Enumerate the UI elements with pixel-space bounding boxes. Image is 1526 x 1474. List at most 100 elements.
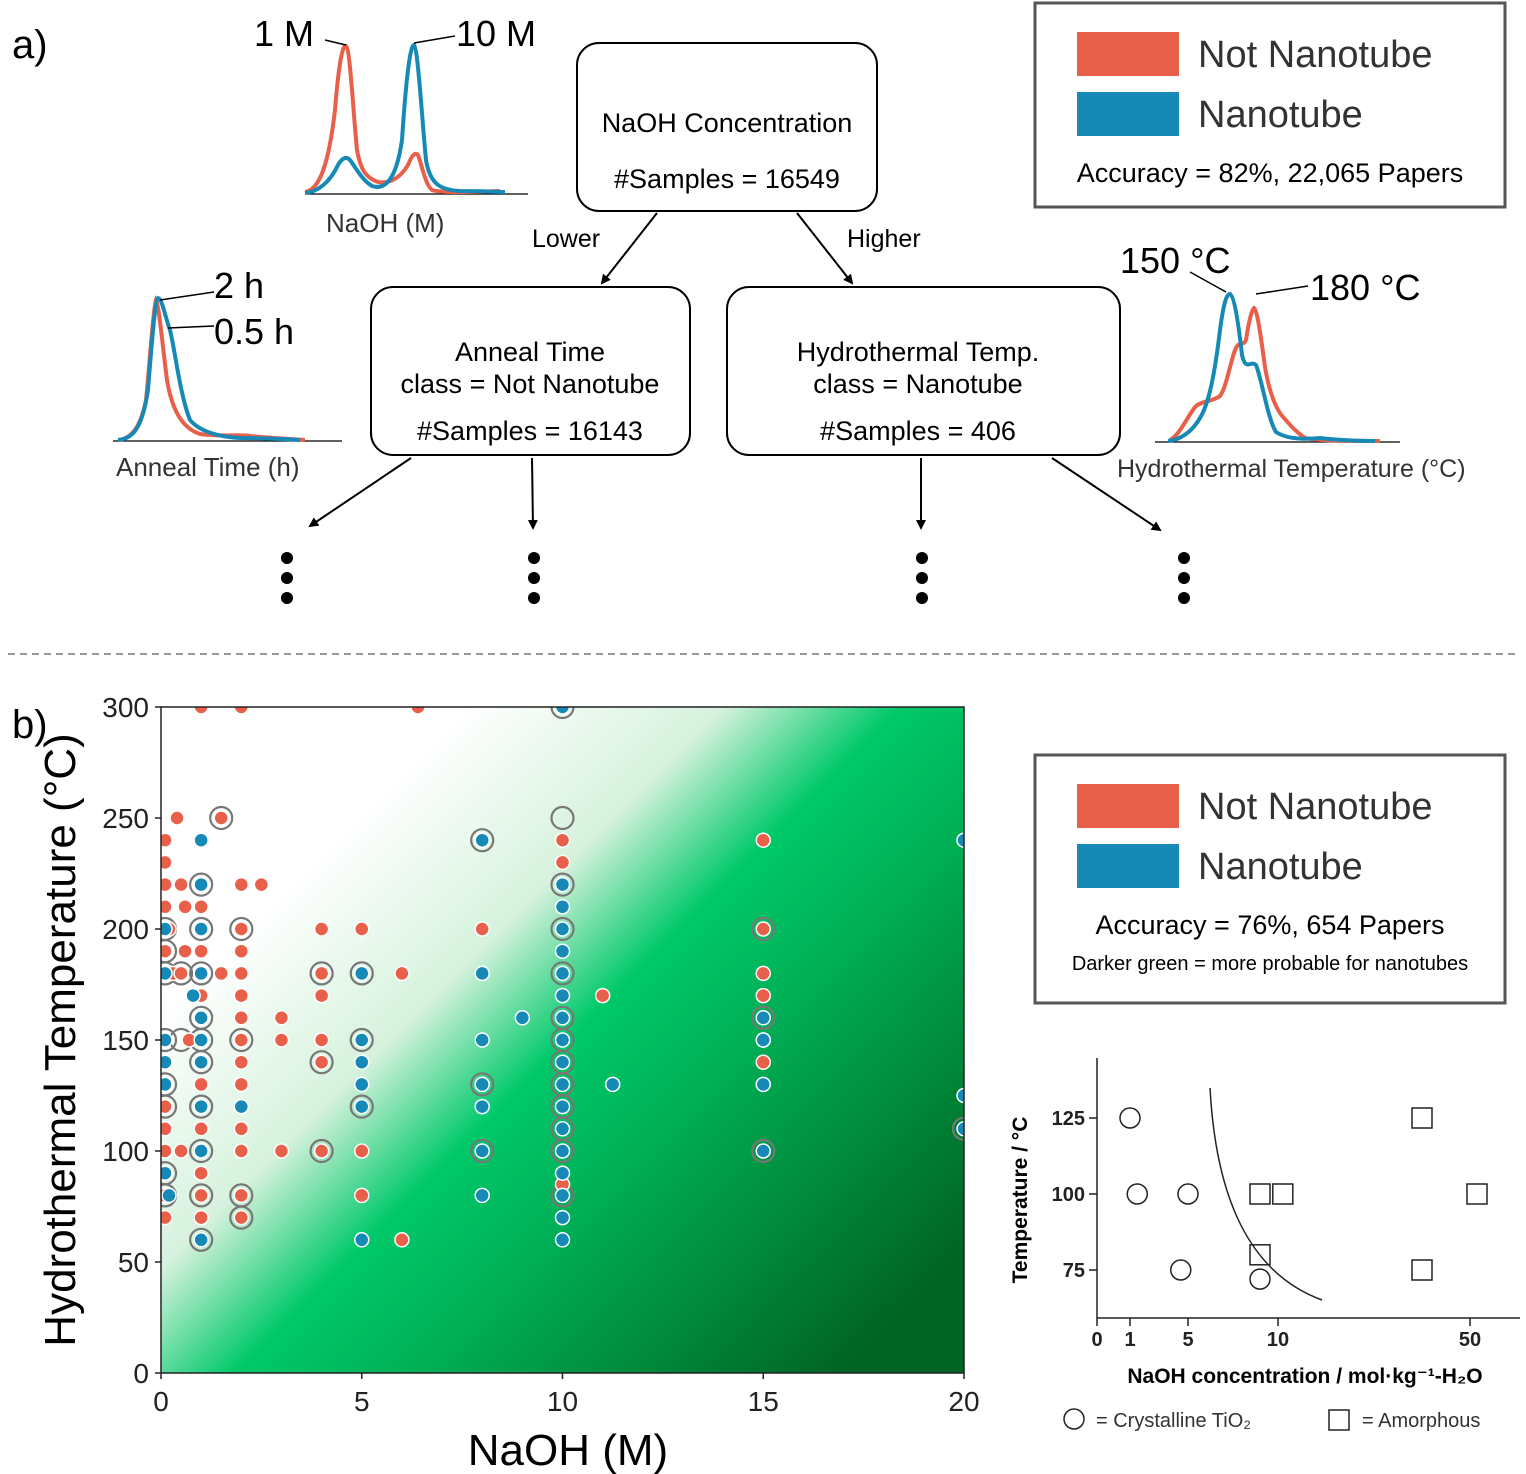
nanotube-point — [354, 1054, 370, 1070]
ellipsis-dot — [281, 592, 293, 604]
not-nanotube-point — [755, 921, 771, 937]
inset-key-square — [1328, 1409, 1350, 1431]
tree-right-class: class = Nanotube — [813, 369, 1022, 399]
nanotube-point — [161, 1032, 173, 1048]
inset-y-tick-label: 125 — [1052, 1108, 1085, 1130]
not-nanotube-point — [193, 1076, 209, 1093]
hydro-peak2-label: 180 °C — [1310, 267, 1420, 308]
nanotube-point — [554, 1209, 571, 1226]
legend-a-nanotube-label: Nanotube — [1198, 94, 1363, 136]
ring-marker — [550, 1138, 575, 1164]
not-nanotube-point — [213, 810, 229, 826]
not-nanotube-point — [554, 832, 571, 848]
ring-marker — [189, 961, 214, 986]
not-nanotube-point — [233, 965, 250, 982]
naoh-peak1-leader — [324, 39, 347, 46]
not-nanotube-point — [354, 1187, 370, 1204]
tree-left-node — [370, 286, 691, 456]
tree-left-class: class = Not Nanotube — [401, 369, 660, 399]
panel-a-label: a) — [12, 23, 48, 67]
inset-key-crystalline: = Crystalline TiO₂ — [1096, 1410, 1251, 1432]
nanotube-point — [161, 1054, 173, 1070]
naoh-peak1-label: 1 M — [254, 13, 314, 54]
not-nanotube-point — [173, 1143, 189, 1159]
nanotube-point — [161, 1165, 173, 1181]
nanotube-point — [554, 1232, 571, 1248]
nanotube-point — [554, 987, 571, 1004]
not-nanotube-point — [233, 1032, 250, 1048]
not-nanotube-point — [410, 707, 426, 715]
y-axis-label: Hydrothermal Temperature (°C) — [36, 733, 85, 1346]
tree-root-samples: #Samples = 16549 — [614, 164, 840, 194]
tree-edge-left — [600, 212, 658, 285]
nanotube-point — [354, 1098, 370, 1115]
anneal-xlabel: Anneal Time (h) — [116, 452, 300, 482]
legend-b-nanotube-label: Nanotube — [1198, 846, 1363, 888]
nanotube-point — [554, 707, 571, 715]
ellipsis-dot — [528, 552, 540, 564]
decision-tree: NaOH Concentration #Samples = 16549 Lowe… — [281, 42, 1190, 604]
nanotube-point — [193, 1032, 209, 1048]
ellipsis-dot — [528, 592, 540, 604]
inset-x-tick-label: 50 — [1459, 1329, 1481, 1351]
y-tick-label: 200 — [102, 914, 149, 945]
inset-x-label: NaOH concentration / mol·kg⁻¹-H₂O — [1127, 1365, 1482, 1388]
ring-marker — [550, 916, 575, 942]
ring-marker — [309, 961, 334, 986]
not-nanotube-point — [394, 965, 410, 982]
legend-b-not-nanotube-swatch — [1077, 784, 1179, 828]
not-nanotube-point — [755, 987, 771, 1004]
ring-marker — [229, 1205, 254, 1230]
nanotube-point — [474, 1076, 490, 1093]
y-ticks: 0 50 100 150 200 250 300 — [102, 692, 161, 1389]
not-nanotube-point — [554, 854, 571, 871]
inset-y-label: Temperature / °C — [1009, 1117, 1032, 1284]
not-nanotube-point — [233, 1209, 250, 1226]
nanotube-point — [161, 1187, 177, 1204]
not-nanotube-point — [273, 1143, 290, 1159]
not-nanotube-point — [755, 965, 771, 982]
anneal-distribution-plot: 2 h 0.5 h Anneal Time (h) — [113, 265, 342, 482]
inset-crystalline-marker — [1177, 1183, 1199, 1205]
nanotube-point — [193, 1232, 209, 1248]
y-tick-label: 50 — [118, 1247, 149, 1278]
hydro-peak1-label: 150 °C — [1120, 240, 1230, 281]
nanotube-point — [604, 1076, 621, 1093]
nanotube-point — [161, 1076, 173, 1093]
tree-edge-lr — [527, 457, 538, 530]
legend-a-not-nanotube-label: Not Nanotube — [1198, 34, 1433, 76]
tree-right-title: Hydrothermal Temp. — [797, 337, 1040, 367]
not-nanotube-point — [161, 899, 173, 915]
x-tick-label: 5 — [354, 1386, 370, 1417]
not-nanotube-point — [233, 1187, 250, 1204]
legend-a-accuracy: Accuracy = 82%, 22,065 Papers — [1077, 158, 1463, 188]
inset-amorphous-marker — [1249, 1183, 1271, 1205]
not-nanotube-point — [755, 832, 771, 848]
not-nanotube-point — [233, 1076, 250, 1093]
ring-marker — [189, 1227, 214, 1252]
not-nanotube-point — [193, 1209, 209, 1226]
ring-marker — [349, 1094, 374, 1119]
not-nanotube-point — [253, 876, 270, 893]
nanotube-point — [193, 965, 209, 982]
ring-marker — [189, 1183, 214, 1208]
not-nanotube-point — [173, 965, 189, 982]
x-tick-label: 20 — [948, 1386, 979, 1417]
ring-marker — [550, 961, 575, 986]
legend-b-nanotube-swatch — [1077, 844, 1179, 888]
not-nanotube-point — [161, 1143, 173, 1159]
y-tick-label: 300 — [102, 692, 149, 723]
not-nanotube-point — [354, 1143, 370, 1159]
not-nanotube-point — [233, 987, 250, 1004]
nanotube-point — [193, 1010, 209, 1026]
nanotube-point — [956, 1087, 964, 1104]
nanotube-point — [193, 1054, 209, 1070]
inset-chart: 0 1 5 10 50 125 100 75 Temperature / °C NaOH co… — [1009, 1058, 1520, 1432]
nanotube-point — [956, 1121, 964, 1137]
nanotube-point — [193, 1143, 209, 1159]
ellipsis-dot — [1178, 572, 1190, 584]
ellipsis-dot — [1178, 552, 1190, 564]
not-nanotube-point — [213, 965, 229, 982]
nanotube-point — [354, 965, 370, 982]
nanotube-point — [161, 921, 173, 937]
